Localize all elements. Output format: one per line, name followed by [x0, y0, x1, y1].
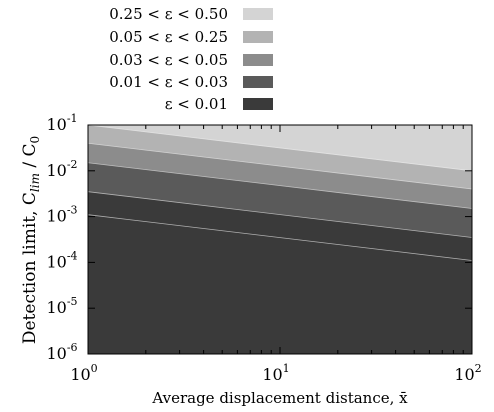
- legend-label-2: 0.03 < ε < 0.05: [109, 51, 228, 69]
- x-tick-label-1: 101: [262, 362, 289, 384]
- y-label-sub1: lim: [28, 173, 42, 192]
- legend-swatch-4: [243, 98, 273, 110]
- chart-boundary-lines: [87, 124, 473, 261]
- y-label-main: Detection limit, C: [20, 192, 40, 344]
- y-label-mid: / C: [20, 143, 40, 173]
- legend-label-3: 0.01 < ε < 0.03: [109, 73, 228, 91]
- boundary-line-3: [87, 191, 473, 238]
- y-tick-label-1: 10-5: [46, 295, 77, 317]
- legend-label-1: 0.05 < ε < 0.25: [109, 28, 228, 46]
- y-tick-label-0: 10-6: [46, 341, 77, 363]
- legend-label-0: 0.25 < ε < 0.50: [109, 5, 228, 23]
- boundary-line-1: [87, 142, 473, 190]
- y-tick-label-2: 10-4: [46, 249, 77, 271]
- boundary-line-0: [87, 124, 473, 172]
- y-tick-label-3: 10-3: [46, 204, 77, 226]
- x-axis-label: Average displacement distance, x̄: [151, 389, 408, 407]
- y-axis-label: Detection limit, Clim / C0: [20, 136, 42, 344]
- y-tick-label-4: 10-2: [46, 158, 77, 180]
- boundary-line-4: [87, 214, 473, 261]
- x-tick-label-2: 102: [454, 362, 481, 384]
- y-label-sub2: 0: [28, 136, 42, 144]
- chart-areas: [87, 124, 473, 355]
- y-tick-label-5: 10-1: [46, 112, 77, 134]
- legend: 0.25 < ε < 0.50 0.05 < ε < 0.25 0.03 < ε <…: [109, 5, 273, 113]
- boundary-line-2: [87, 162, 473, 209]
- legend-swatch-1: [243, 31, 273, 43]
- axis-ticks: 100 101 102 10-6 10-5 10-4 10-3 10-2 10-1: [46, 112, 481, 384]
- legend-swatch-2: [243, 54, 273, 66]
- legend-swatch-0: [243, 8, 273, 20]
- x-tick-label-0: 100: [70, 362, 97, 384]
- legend-label-4: ε < 0.01: [165, 95, 228, 113]
- legend-swatch-3: [243, 76, 273, 88]
